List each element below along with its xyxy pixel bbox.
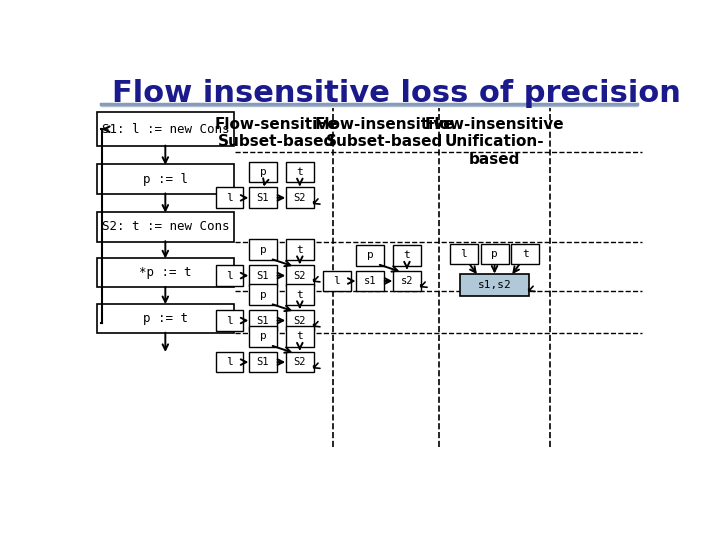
Text: t: t	[297, 245, 303, 255]
FancyBboxPatch shape	[356, 245, 384, 266]
FancyBboxPatch shape	[249, 326, 277, 347]
Text: p: p	[366, 250, 374, 260]
Text: S2: S2	[294, 357, 306, 367]
FancyBboxPatch shape	[286, 352, 314, 373]
FancyBboxPatch shape	[249, 285, 277, 305]
FancyBboxPatch shape	[323, 271, 351, 292]
Text: p: p	[491, 249, 498, 259]
Text: p: p	[260, 290, 266, 300]
FancyBboxPatch shape	[96, 258, 234, 287]
Text: Flow-sensitive
Subset-based: Flow-sensitive Subset-based	[215, 117, 338, 149]
FancyBboxPatch shape	[286, 161, 314, 183]
FancyBboxPatch shape	[96, 164, 234, 194]
FancyBboxPatch shape	[286, 326, 314, 347]
Text: p: p	[260, 245, 266, 255]
Text: s1: s1	[364, 276, 377, 286]
Text: l: l	[461, 249, 467, 259]
Text: S1: S1	[257, 315, 269, 326]
Text: t: t	[297, 167, 303, 177]
FancyBboxPatch shape	[96, 112, 234, 146]
FancyBboxPatch shape	[249, 239, 277, 260]
FancyBboxPatch shape	[286, 187, 314, 208]
FancyBboxPatch shape	[249, 161, 277, 183]
FancyBboxPatch shape	[286, 310, 314, 331]
Text: p: p	[260, 332, 266, 341]
Text: Flow-insensitive
Unification-
based: Flow-insensitive Unification- based	[425, 117, 564, 166]
FancyBboxPatch shape	[393, 271, 421, 292]
Text: s2: s2	[401, 276, 413, 286]
FancyBboxPatch shape	[249, 265, 277, 286]
FancyBboxPatch shape	[356, 271, 384, 292]
Text: t: t	[522, 249, 528, 259]
Text: S1: l := new Cons: S1: l := new Cons	[102, 123, 229, 136]
Text: Flow-insensitive
Subset-based: Flow-insensitive Subset-based	[315, 117, 454, 149]
Text: p := t: p := t	[143, 312, 188, 325]
FancyBboxPatch shape	[459, 274, 529, 296]
FancyBboxPatch shape	[215, 265, 243, 286]
Text: l: l	[333, 276, 340, 286]
Text: t: t	[297, 332, 303, 341]
Text: p: p	[260, 167, 266, 177]
Text: l: l	[226, 193, 233, 203]
FancyBboxPatch shape	[450, 244, 478, 265]
FancyBboxPatch shape	[511, 244, 539, 265]
FancyBboxPatch shape	[481, 244, 508, 265]
Text: S2: t := new Cons: S2: t := new Cons	[102, 220, 229, 233]
Text: p := l: p := l	[143, 173, 188, 186]
Text: S2: S2	[294, 271, 306, 281]
Text: S2: S2	[294, 193, 306, 203]
Text: l: l	[226, 271, 233, 281]
Text: s1,s2: s1,s2	[477, 280, 511, 290]
Text: S1: S1	[257, 193, 269, 203]
FancyBboxPatch shape	[286, 239, 314, 260]
Text: S2: S2	[294, 315, 306, 326]
FancyBboxPatch shape	[96, 303, 234, 333]
FancyBboxPatch shape	[215, 187, 243, 208]
Text: S1: S1	[257, 271, 269, 281]
Text: t: t	[404, 250, 410, 260]
Text: Flow insensitive loss of precision: Flow insensitive loss of precision	[112, 79, 681, 109]
Text: t: t	[297, 290, 303, 300]
FancyBboxPatch shape	[215, 352, 243, 373]
FancyBboxPatch shape	[215, 310, 243, 331]
Text: *p := t: *p := t	[139, 266, 192, 279]
FancyBboxPatch shape	[96, 212, 234, 242]
Text: S1: S1	[257, 357, 269, 367]
FancyBboxPatch shape	[286, 265, 314, 286]
Text: l: l	[226, 357, 233, 367]
FancyBboxPatch shape	[249, 310, 277, 331]
FancyBboxPatch shape	[286, 285, 314, 305]
Text: l: l	[226, 315, 233, 326]
FancyBboxPatch shape	[249, 352, 277, 373]
FancyBboxPatch shape	[393, 245, 421, 266]
FancyBboxPatch shape	[249, 187, 277, 208]
